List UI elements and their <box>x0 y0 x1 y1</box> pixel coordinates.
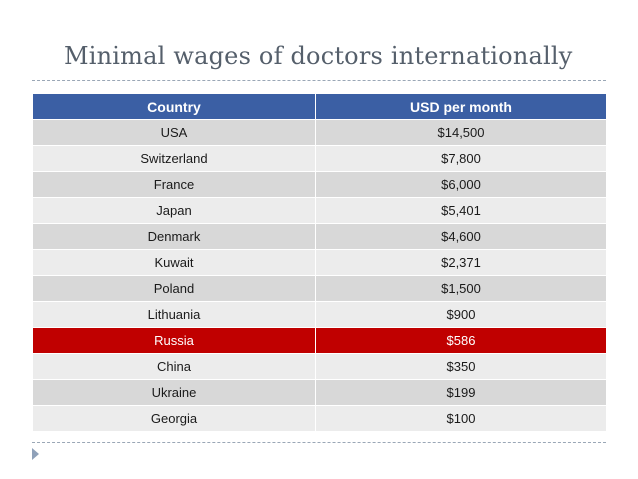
country-cell: Russia <box>32 327 316 354</box>
usd-cell: $350 <box>315 353 607 380</box>
usd-cell: $586 <box>315 327 607 354</box>
title-divider <box>32 80 606 81</box>
column-header-country: Country <box>32 93 316 120</box>
table-row: China $350 <box>32 353 607 380</box>
country-cell: Kuwait <box>32 249 316 276</box>
bullet-arrow-icon <box>32 448 39 460</box>
country-cell: USA <box>32 119 316 146</box>
table-row: USA $14,500 <box>32 119 607 146</box>
bottom-divider <box>32 442 606 443</box>
table-row: Japan $5,401 <box>32 197 607 224</box>
country-cell: Denmark <box>32 223 316 250</box>
usd-cell: $14,500 <box>315 119 607 146</box>
country-cell: Switzerland <box>32 145 316 172</box>
usd-cell: $199 <box>315 379 607 406</box>
table-row: Lithuania $900 <box>32 301 607 328</box>
usd-cell: $7,800 <box>315 145 607 172</box>
usd-cell: $6,000 <box>315 171 607 198</box>
column-header-usd: USD per month <box>315 93 607 120</box>
country-cell: Lithuania <box>32 301 316 328</box>
country-cell: Japan <box>32 197 316 224</box>
usd-cell: $4,600 <box>315 223 607 250</box>
country-cell: Ukraine <box>32 379 316 406</box>
country-cell: Poland <box>32 275 316 302</box>
usd-cell: $900 <box>315 301 607 328</box>
wages-table: Country USD per month USA $14,500 Switze… <box>32 93 607 432</box>
table-header-row: Country USD per month <box>32 93 607 120</box>
usd-cell: $2,371 <box>315 249 607 276</box>
country-cell: China <box>32 353 316 380</box>
country-cell: Georgia <box>32 405 316 432</box>
table-row: Georgia $100 <box>32 405 607 432</box>
table-row: Switzerland $7,800 <box>32 145 607 172</box>
table-row: Denmark $4,600 <box>32 223 607 250</box>
table-row: Kuwait $2,371 <box>32 249 607 276</box>
usd-cell: $1,500 <box>315 275 607 302</box>
usd-cell: $100 <box>315 405 607 432</box>
table-row: Poland $1,500 <box>32 275 607 302</box>
usd-cell: $5,401 <box>315 197 607 224</box>
table-row: France $6,000 <box>32 171 607 198</box>
table-row: Ukraine $199 <box>32 379 607 406</box>
slide-title: Minimal wages of doctors internationally <box>64 42 573 70</box>
table-row-highlighted: Russia $586 <box>32 327 607 354</box>
country-cell: France <box>32 171 316 198</box>
